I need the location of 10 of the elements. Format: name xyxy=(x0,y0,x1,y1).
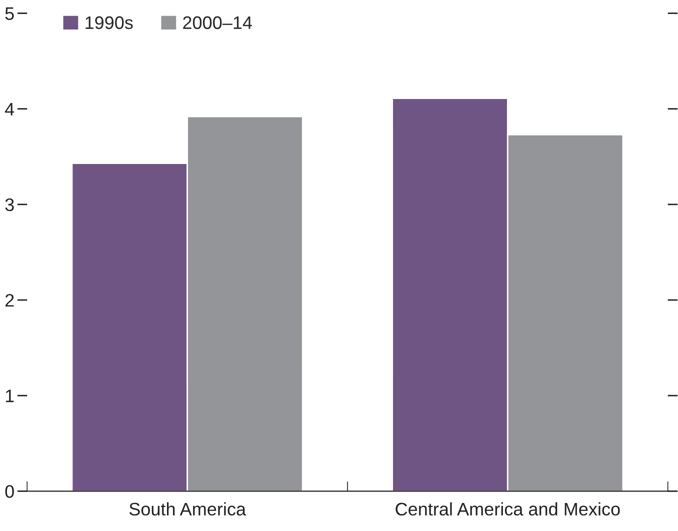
x-tick-label: South America xyxy=(129,502,246,516)
y-tick-label: 0 xyxy=(5,485,14,498)
x-tick-label: Central America and Mexico xyxy=(396,502,620,516)
legend-label: 2000–14 xyxy=(183,16,252,30)
y-tick-label: 3 xyxy=(5,198,14,212)
y-tick-label: 1 xyxy=(6,390,14,402)
y-tick-label: 5 xyxy=(5,7,14,20)
legend-label: 1990s xyxy=(86,16,133,30)
y-tick-label: 4 xyxy=(4,102,14,116)
y-tick-label: 2 xyxy=(5,294,14,307)
